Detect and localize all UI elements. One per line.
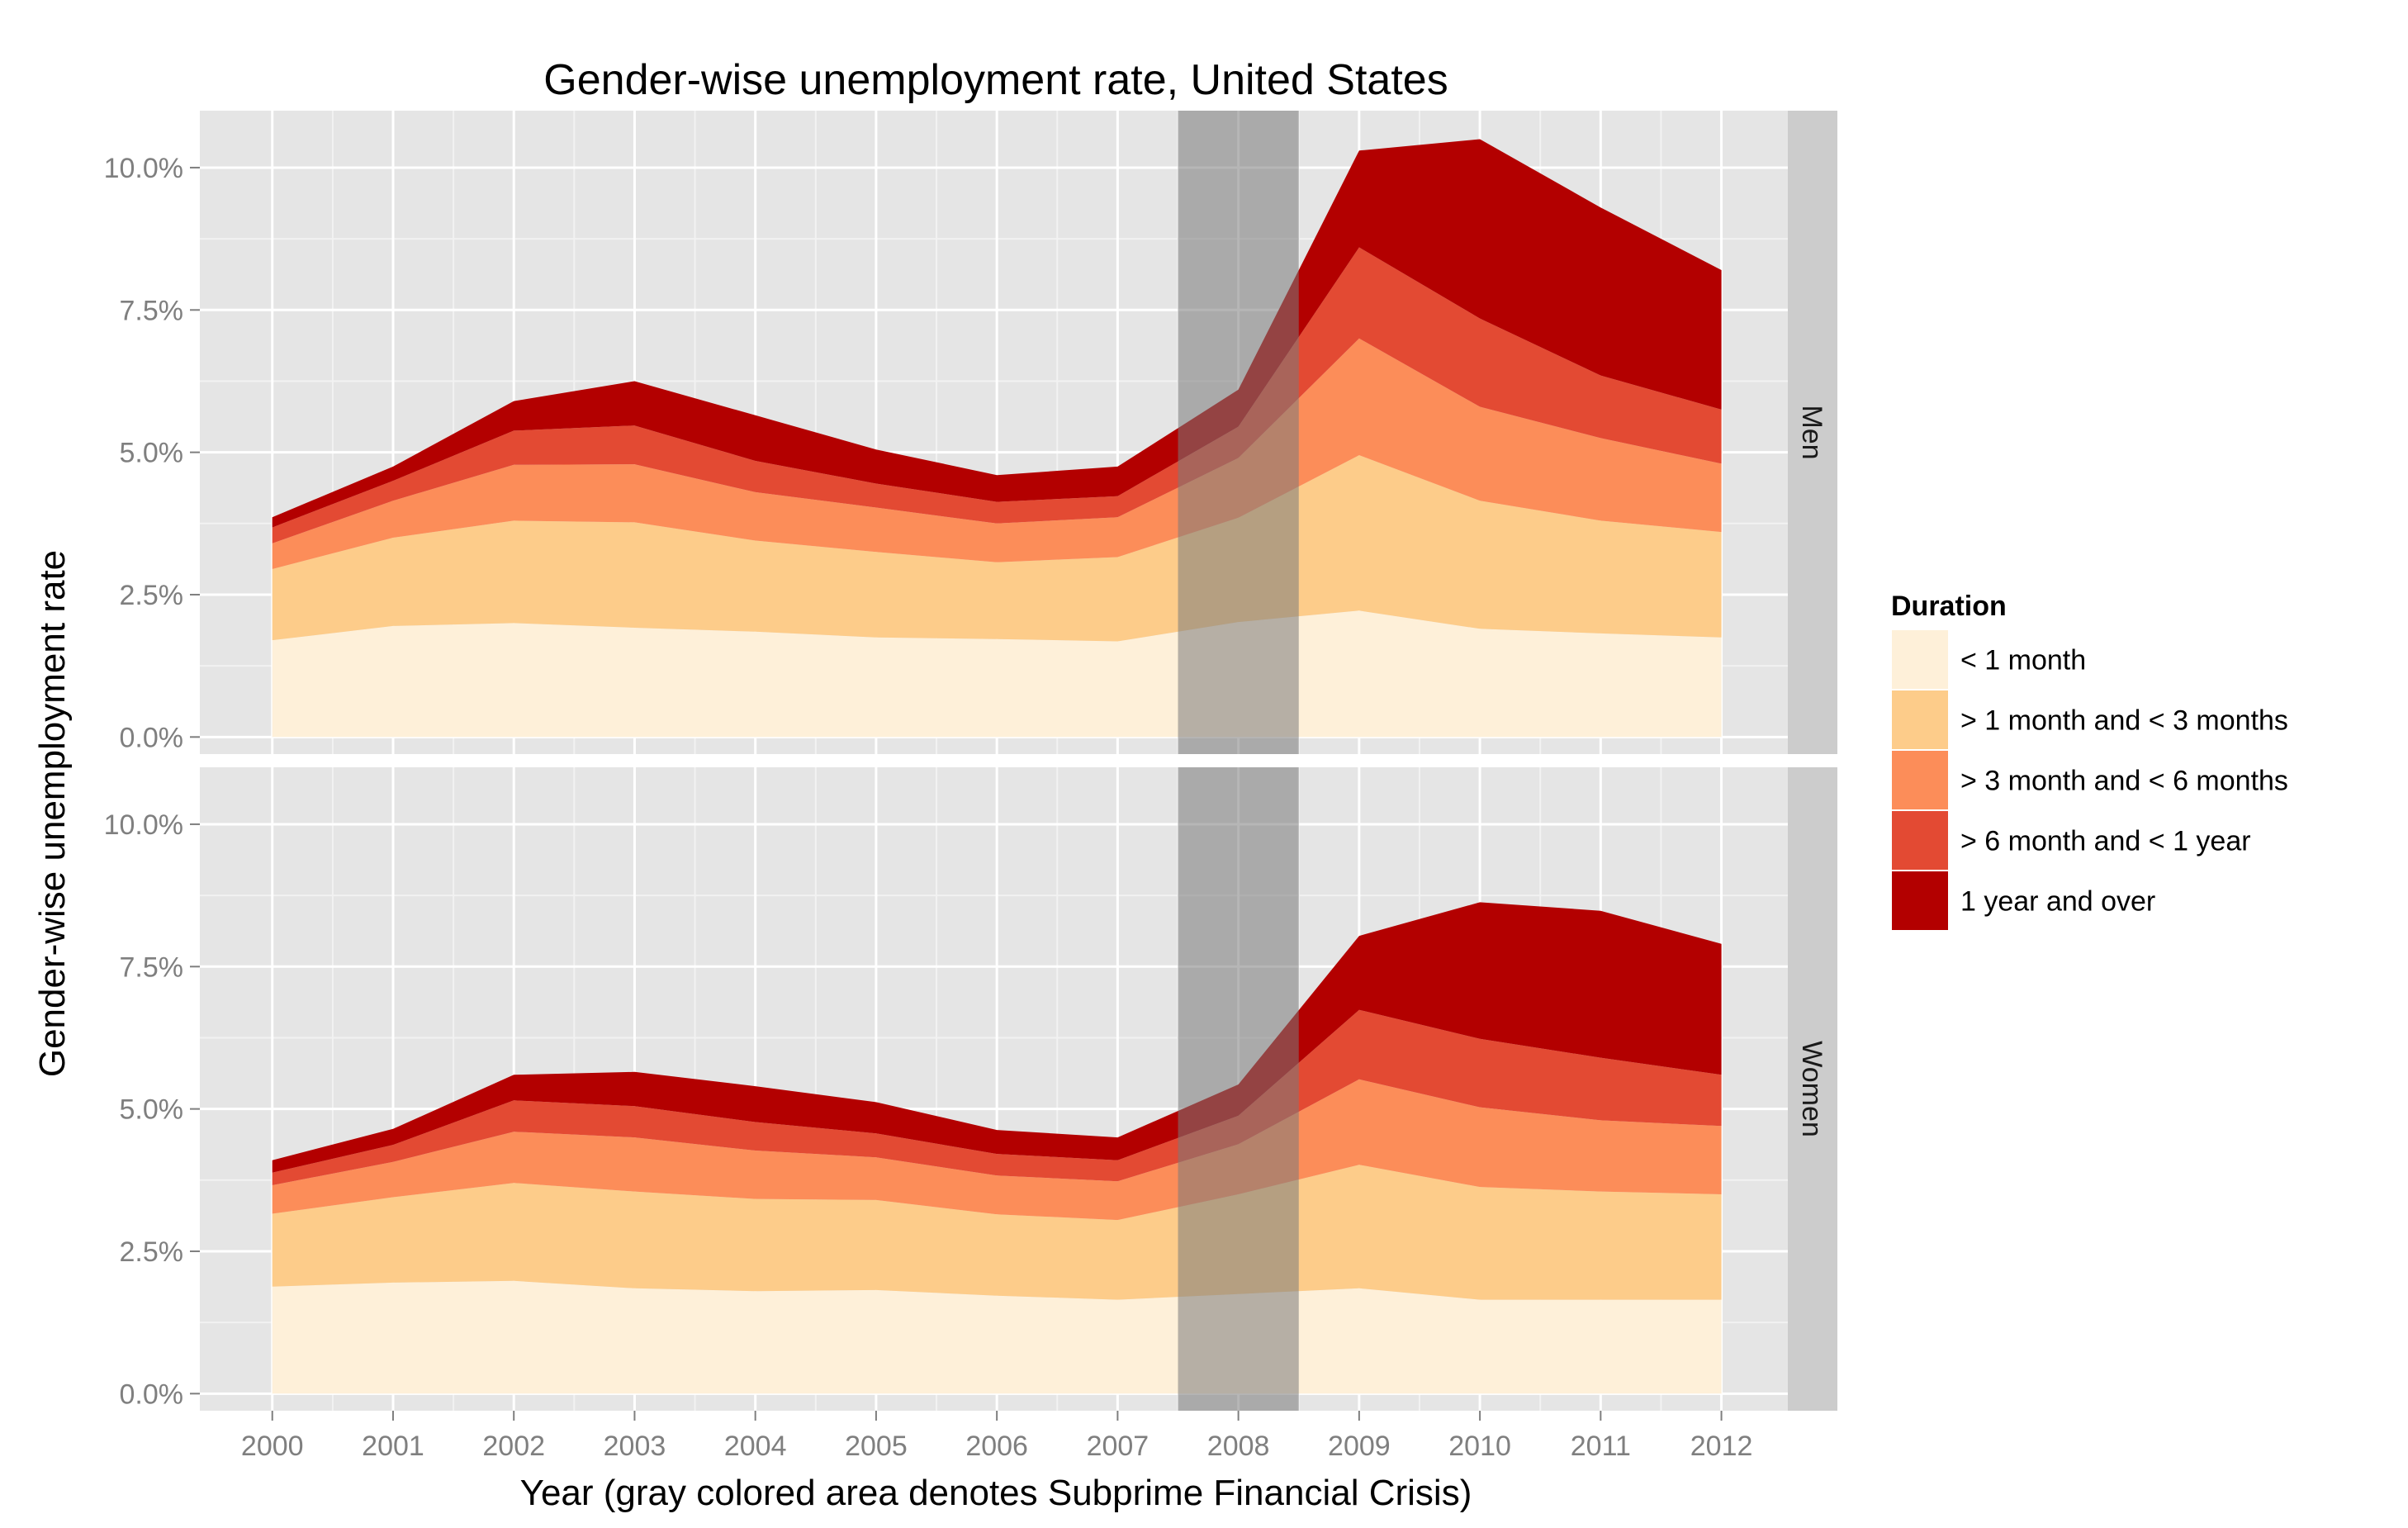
legend-key-4: [1890, 809, 1950, 871]
x-tick-label: 2005: [845, 1431, 908, 1462]
area-women-series-2: [272, 1165, 1722, 1300]
x-tick-label: 2010: [1448, 1431, 1511, 1462]
legend-label-4: > 6 month and < 1 year: [1960, 826, 2251, 857]
area-men-series-4: [272, 247, 1722, 543]
area-women-series-3: [272, 1079, 1722, 1221]
x-tick-label: 2007: [1087, 1431, 1149, 1462]
legend-label-5: 1 year and over: [1960, 886, 2155, 918]
area-men-series-5: [272, 139, 1722, 528]
legend-key-1: [1890, 629, 1950, 690]
crisis-shading: [1178, 111, 1299, 754]
legend-label-2: > 1 month and < 3 months: [1960, 705, 2288, 737]
area-women-series-5: [272, 902, 1722, 1173]
x-axis-ticks: 2000 2001 2002 2003 2004 2005 2006 2007 2008 2009…: [241, 1411, 1752, 1462]
x-tick-label: 2000: [241, 1431, 304, 1462]
x-tick-label: 2008: [1207, 1431, 1270, 1462]
area-men-series-2: [272, 455, 1722, 642]
legend-title: Duration: [1891, 591, 2007, 622]
x-tick-label: 2002: [482, 1431, 545, 1462]
x-tick-label: 2003: [604, 1431, 666, 1462]
legend-key-5: [1890, 870, 1950, 932]
crisis-shading: [1178, 767, 1299, 1411]
y-axis-title: Gender-wise unemployment rate: [32, 550, 73, 1077]
area-women-series-1: [272, 1280, 1722, 1394]
x-tick-label: 2004: [724, 1431, 787, 1462]
y-tick-label: 2.5%: [120, 580, 184, 611]
facet-strip-label: Women: [1796, 1041, 1827, 1137]
y-tick-label: 0.0%: [120, 1379, 184, 1410]
legend: Duration < 1 month > 1 month and < 3 mont…: [1890, 591, 2288, 932]
area-women-series-4: [272, 1009, 1722, 1185]
facet-strip: [1788, 767, 1837, 1411]
legend-label-1: < 1 month: [1960, 645, 2086, 676]
y-tick-label: 0.0%: [120, 722, 184, 753]
y-tick-label: 2.5%: [120, 1236, 184, 1268]
chart-title: Gender-wise unemployment rate, United St…: [543, 56, 1448, 104]
x-tick-label: 2006: [965, 1431, 1028, 1462]
x-axis-title: Year (gray colored area denotes Subprime…: [520, 1473, 1472, 1513]
x-tick-label: 2011: [1571, 1431, 1631, 1462]
area-men-series-3: [272, 338, 1722, 569]
facet-strip-label: Men: [1796, 405, 1827, 459]
x-tick-label: 2012: [1690, 1431, 1753, 1462]
y-tick-label: 7.5%: [120, 951, 184, 983]
x-tick-label: 2009: [1328, 1431, 1391, 1462]
panel-women: Women 0.0% 2.5% 5.0% 7.5% 10.0%: [104, 767, 1837, 1411]
panel-men: Men 0.0% 2.5% 5.0% 7.5% 10.0%: [104, 111, 1837, 754]
facet-strip: [1788, 111, 1837, 754]
legend-label-3: > 3 month and < 6 months: [1960, 766, 2288, 797]
area-men-series-1: [272, 610, 1722, 738]
y-tick-label: 5.0%: [120, 1094, 184, 1126]
y-tick-label: 10.0%: [104, 809, 183, 841]
y-tick-label: 5.0%: [120, 438, 184, 469]
facet-panels: Men 0.0% 2.5% 5.0% 7.5% 10.0% Women 0.0% 2.5% 5.0…: [104, 111, 1837, 1411]
legend-key-3: [1890, 749, 1950, 811]
y-tick-label: 7.5%: [120, 295, 184, 326]
x-tick-label: 2001: [362, 1431, 424, 1462]
legend-key-2: [1890, 689, 1950, 751]
y-tick-label: 10.0%: [104, 153, 183, 184]
